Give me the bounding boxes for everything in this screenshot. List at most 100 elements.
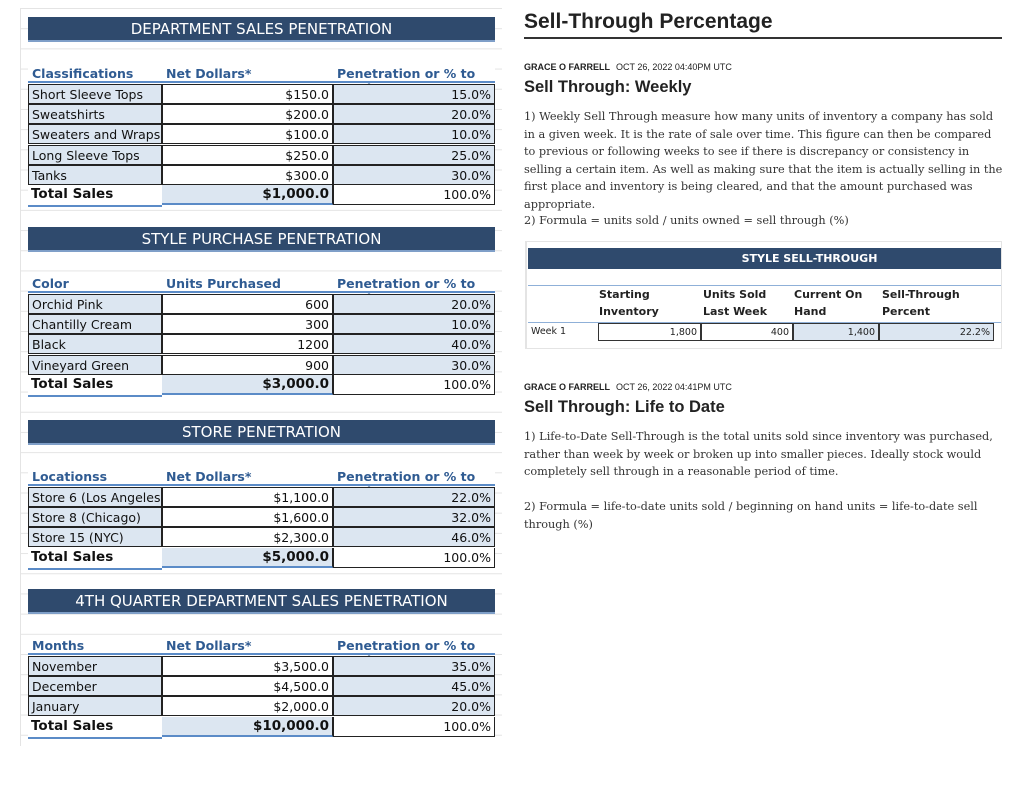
total-cell[interactable]: $10,000.0	[162, 716, 333, 737]
table-cell[interactable]: 45.0%	[333, 676, 495, 697]
total-cell[interactable]: 100.0%	[333, 374, 495, 395]
header-sell-through: Sell-Through Percent	[882, 288, 960, 318]
table-cell[interactable]: $300.0	[162, 164, 333, 185]
table-cell[interactable]: Tanks	[28, 164, 162, 185]
post-author: GRACE O FARRELL	[524, 62, 611, 72]
table-row: Chantilly Cream 300 10.0%	[28, 314, 495, 335]
header-row: Color Units Purchased Penetration or % to …	[28, 275, 495, 306]
table-cell[interactable]: 20.0%	[333, 696, 495, 717]
table-cell[interactable]: $1,600.0	[162, 507, 333, 528]
table-cell[interactable]: $250.0	[162, 144, 333, 165]
header-rule	[528, 285, 1001, 286]
table-cell[interactable]: $4,500.0	[162, 676, 333, 697]
table-cell[interactable]: Long Sleeve Tops	[28, 144, 162, 165]
table-row: Short Sleeve Tops $150.0 15.0%	[28, 84, 495, 104]
total-cell[interactable]: 100.0%	[333, 547, 495, 568]
header-row: Locationss Net Dollars* Penetration or % t…	[28, 468, 495, 499]
post-heading: Sell Through: Life to Date	[524, 398, 725, 416]
table-cell[interactable]: 900	[162, 354, 333, 375]
table-cell[interactable]: 300	[162, 314, 333, 335]
section-title: STORE PENETRATION	[28, 420, 495, 445]
table-cell[interactable]: Black	[28, 334, 162, 355]
total-row: Total Sales $10,000.0 100.0%	[28, 716, 495, 739]
table-cell[interactable]: 600	[162, 294, 333, 314]
post-author: GRACE O FARRELL	[524, 382, 611, 392]
table-row: Tanks $300.0 30.0%	[28, 164, 495, 185]
post-paragraph: 1) Weekly Sell Through measure how many …	[524, 110, 1003, 211]
column-header: Classifications	[32, 66, 134, 81]
table-cell[interactable]: 1200	[162, 334, 333, 355]
section-title: 4TH QUARTER DEPARTMENT SALES PENETRATION	[28, 589, 495, 614]
total-cell[interactable]: $1,000.0	[162, 185, 333, 205]
table-cell[interactable]: 30.0%	[333, 354, 495, 375]
table-cell[interactable]: 35.0%	[333, 656, 495, 676]
total-cell[interactable]: Total Sales	[28, 374, 162, 395]
starting-inventory-cell[interactable]: 1,800	[598, 323, 701, 341]
post-heading: Sell Through: Weekly	[524, 78, 692, 96]
table-cell[interactable]: 15.0%	[333, 84, 495, 104]
table-cell[interactable]: 30.0%	[333, 164, 495, 185]
table-cell[interactable]: 32.0%	[333, 507, 495, 528]
total-cell[interactable]: $3,000.0	[162, 374, 333, 395]
table-cell[interactable]: Vineyard Green	[28, 354, 162, 375]
table-cell[interactable]: 20.0%	[333, 294, 495, 314]
table-cell[interactable]: 20.0%	[333, 104, 495, 125]
current-on-hand-cell[interactable]: 1,400	[793, 323, 879, 341]
table-cell[interactable]: Store 8 (Chicago)	[28, 507, 162, 528]
post-meta: GRACE O FARRELL OCT 26, 2022 04:40PM UTC	[524, 62, 732, 72]
row-label: Week 1	[531, 326, 567, 337]
total-cell[interactable]: 100.0%	[333, 185, 495, 205]
total-cell[interactable]: $5,000.0	[162, 547, 333, 568]
table-cell[interactable]: 10.0%	[333, 124, 495, 145]
table-cell[interactable]: Store 6 (Los Angeles)	[28, 487, 162, 507]
sell-through-title: STYLE SELL-THROUGH	[528, 248, 1001, 269]
row-rule	[528, 322, 1001, 323]
table-cell[interactable]: Short Sleeve Tops	[28, 84, 162, 104]
table-cell[interactable]: $3,500.0	[162, 656, 333, 676]
header-starting-inventory: Starting Inventory	[599, 288, 659, 318]
table-cell[interactable]: 46.0%	[333, 527, 495, 548]
header-units-sold: Units Sold Last Week	[703, 288, 768, 318]
table-cell[interactable]: $100.0	[162, 124, 333, 145]
table-cell[interactable]: Orchid Pink	[28, 294, 162, 314]
total-row: Total Sales $3,000.0 100.0%	[28, 374, 495, 397]
units-sold-cell[interactable]: 400	[701, 323, 793, 341]
post-formula: 2) Formula = life-to-date units sold / b…	[524, 500, 978, 531]
total-cell[interactable]: 100.0%	[333, 716, 495, 737]
table-cell[interactable]: $2,000.0	[162, 696, 333, 717]
post-time: OCT 26, 2022 04:41PM UTC	[616, 382, 732, 392]
total-cell[interactable]: Total Sales	[28, 547, 162, 568]
table-cell[interactable]: $2,300.0	[162, 527, 333, 548]
table-cell[interactable]: 22.0%	[333, 487, 495, 507]
post-time: OCT 26, 2022 04:40PM UTC	[616, 62, 732, 72]
table-row: Sweatshirts $200.0 20.0%	[28, 104, 495, 125]
table-row: Orchid Pink 600 20.0%	[28, 294, 495, 314]
column-header: Net Dollars*	[166, 469, 252, 484]
table-cell[interactable]: December	[28, 676, 162, 697]
table-row: November $3,500.0 35.0%	[28, 656, 495, 676]
table-row: December $4,500.0 45.0%	[28, 676, 495, 697]
total-row: Total Sales $1,000.0 100.0%	[28, 185, 495, 207]
table-cell[interactable]: Sweaters and Wraps	[28, 124, 162, 145]
header-row: Classifications Net Dollars* Penetration o…	[28, 65, 495, 96]
table-cell[interactable]: January	[28, 696, 162, 717]
total-cell[interactable]: Total Sales	[28, 716, 162, 737]
section-title: STYLE PURCHASE PENETRATION	[28, 227, 495, 252]
table-cell[interactable]: 10.0%	[333, 314, 495, 335]
table-cell[interactable]: $200.0	[162, 104, 333, 125]
table-row: Store 15 (NYC) $2,300.0 46.0%	[28, 527, 495, 548]
table-row: Vineyard Green 900 30.0%	[28, 354, 495, 375]
table-cell[interactable]: $1,100.0	[162, 487, 333, 507]
table-cell[interactable]: 40.0%	[333, 334, 495, 355]
sell-through-percent-cell[interactable]: 22.2%	[879, 323, 994, 341]
table-row: Store 8 (Chicago) $1,600.0 32.0%	[28, 507, 495, 528]
table-cell[interactable]: Store 15 (NYC)	[28, 527, 162, 548]
table-cell[interactable]: Chantilly Cream	[28, 314, 162, 335]
column-header: Months	[32, 638, 85, 653]
total-cell[interactable]: Total Sales	[28, 185, 162, 205]
table-cell[interactable]: $150.0	[162, 84, 333, 104]
table-cell[interactable]: 25.0%	[333, 144, 495, 165]
table-cell[interactable]: Sweatshirts	[28, 104, 162, 125]
table-cell[interactable]: November	[28, 656, 162, 676]
section-title: DEPARTMENT SALES PENETRATION	[28, 17, 495, 42]
